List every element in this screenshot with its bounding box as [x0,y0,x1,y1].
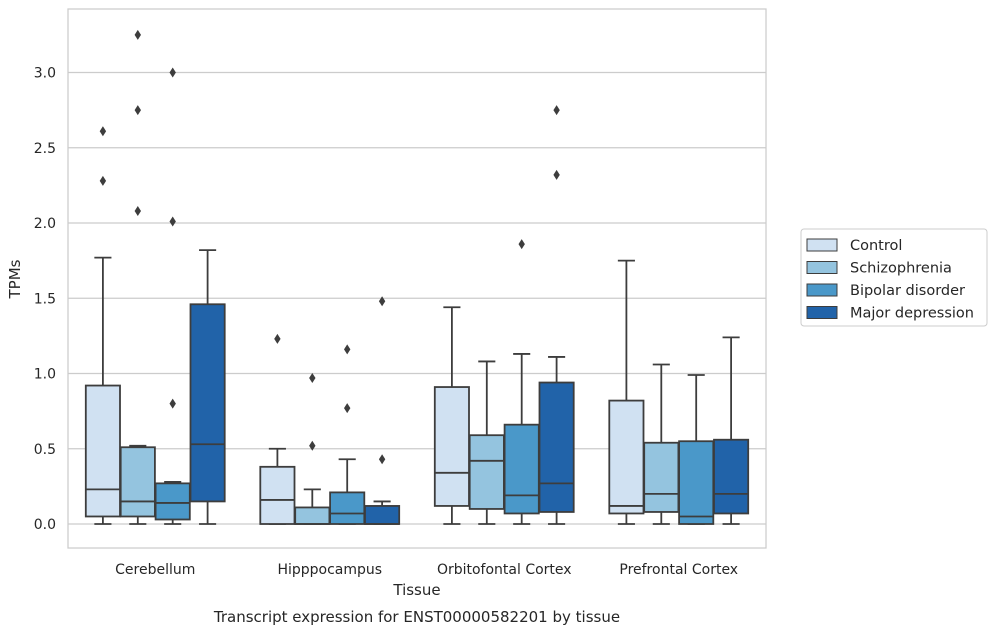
box-iqr [468,434,505,510]
box-control [433,306,470,525]
box-iqr [84,384,121,518]
box-iqr [678,440,715,525]
legend-swatch [806,306,838,319]
box-control [608,259,645,525]
outlier-point [344,403,351,414]
box-iqr [294,506,331,525]
box-iqr [643,441,680,513]
outlier-point [169,216,176,227]
legend-swatch [806,283,838,297]
box-iqr [608,399,645,515]
outlier-point [518,239,525,250]
outlier-point [344,344,351,355]
outlier-point [169,67,176,78]
x-tick-label: Hipppocampus [277,562,382,578]
y-axis-ticks: 0.0 0.5 1.0 1.5 2.0 2.5 3.0 [34,66,56,534]
y-tick-label: 1.0 [34,367,56,383]
legend-swatch [806,238,838,252]
outlier-point [134,205,141,216]
box-bipolar-disorder [503,239,540,525]
box-iqr [259,465,296,525]
outlier-point [378,454,386,465]
box-bipolar-disorder [154,67,191,525]
outlier-point [553,169,560,180]
x-axis-ticks: Cerebellum Hipppocampus Orbitofontal Corte… [115,562,738,578]
y-axis-label: TPMs [6,259,24,299]
y-tick-label: 3.0 [34,66,56,82]
outlier-point [274,333,281,344]
y-tick-label: 2.0 [34,216,56,232]
x-axis-label: Tissue [392,581,440,599]
box-iqr [713,438,750,515]
y-tick-label: 1.5 [34,291,56,307]
box-iqr [433,386,470,507]
box-major-depression [538,105,575,525]
legend-label: Schizophrenia [850,261,952,277]
box-bipolar-disorder [329,344,366,525]
box-control [259,333,296,525]
x-tick-label: Prefrontal Cortex [619,562,738,578]
legend-swatch [806,261,838,274]
box-iqr [119,446,156,518]
chart-caption: Transcript expression for ENST0000058220… [213,608,620,626]
box-schizophrenia [294,373,331,525]
box-iqr [189,303,226,503]
box-iqr [329,491,366,525]
outlier-point [99,175,107,186]
y-tick-label: 2.5 [34,141,56,157]
box-schizophrenia [119,29,156,525]
outlier-point [99,126,107,137]
box-iqr [503,423,540,515]
boxes [84,29,750,525]
box-schizophrenia [643,363,680,525]
legend: Control Schizophrenia Bipolar disorder Majo… [800,228,988,327]
box-iqr [154,482,191,521]
legend-label: Bipolar disorder [850,283,965,299]
grid-lines [68,71,766,525]
box-bipolar-disorder [678,374,715,525]
box-iqr [364,505,401,525]
x-tick-label: Cerebellum [115,562,195,578]
outlier-point [378,296,386,307]
legend-frame [800,228,988,327]
plot-area-frame [67,8,767,549]
box-schizophrenia [468,360,505,525]
y-tick-label: 0.5 [34,442,56,458]
outlier-point [309,373,316,384]
outlier-point [134,105,141,116]
x-tick-label: Orbitofontal Cortex [437,562,572,578]
box-major-depression [364,296,401,525]
box-iqr [538,381,575,513]
legend-label: Control [850,238,902,254]
box-major-depression [713,336,750,525]
outlier-point [169,398,176,409]
y-tick-label: 0.0 [34,517,56,533]
box-major-depression [189,249,226,525]
legend-label: Major depression [850,306,974,322]
outlier-point [134,29,141,40]
outlier-point [309,440,316,451]
outlier-point [553,105,560,116]
box-control [84,126,121,525]
